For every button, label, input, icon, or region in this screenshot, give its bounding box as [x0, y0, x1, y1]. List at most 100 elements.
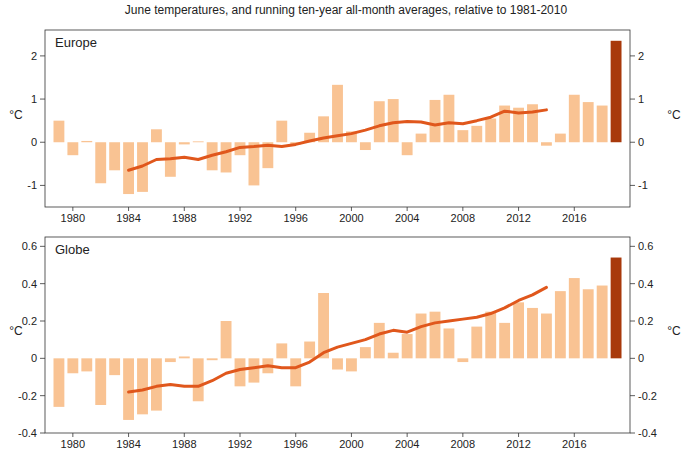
bar — [179, 356, 190, 358]
bar — [611, 41, 622, 142]
x-tick-label: 2008 — [451, 438, 475, 450]
x-tick — [295, 433, 296, 437]
bar — [569, 278, 580, 358]
y-tick-label-right: -1 — [638, 179, 648, 191]
bar — [137, 358, 148, 414]
y-tick-label: 2 — [31, 50, 37, 62]
bar — [346, 358, 357, 371]
y-tick — [40, 433, 45, 434]
bar — [471, 327, 482, 359]
y-tick-label-right: -0.2 — [638, 390, 657, 402]
bar — [388, 99, 399, 142]
x-tick-label: 1996 — [283, 212, 307, 224]
panel: -0.4-0.4-0.2-0.2000.20.20.40.40.60.61980… — [9, 237, 681, 450]
bar — [332, 85, 343, 142]
y-tick-right — [630, 99, 635, 100]
x-tick — [574, 207, 575, 211]
bar — [221, 321, 232, 358]
y-tick-right — [630, 185, 635, 186]
y-axis-label: °C — [9, 324, 23, 338]
y-tick — [40, 99, 45, 100]
y-tick-right — [630, 142, 635, 143]
x-tick — [184, 207, 185, 211]
y-tick-right — [630, 283, 635, 284]
y-tick-label: 0.6 — [22, 240, 37, 252]
bar — [555, 291, 566, 358]
bar — [457, 130, 468, 142]
x-tick-label: 1980 — [61, 212, 85, 224]
x-tick — [184, 433, 185, 437]
bar — [95, 142, 106, 183]
bar — [416, 134, 427, 143]
y-tick-label-right: 0 — [638, 352, 644, 364]
bar — [318, 293, 329, 358]
y-tick — [40, 246, 45, 247]
bar — [541, 314, 552, 359]
y-tick-right — [630, 55, 635, 56]
bar — [53, 121, 64, 143]
x-tick-label: 2012 — [506, 438, 530, 450]
x-tick-label: 1980 — [61, 438, 85, 450]
bar — [583, 102, 594, 142]
bar — [597, 286, 608, 359]
y-tick-right — [630, 395, 635, 396]
y-tick-label-right: -0.4 — [638, 427, 657, 439]
plot-frame — [45, 30, 630, 207]
bar — [388, 353, 399, 359]
bar — [416, 314, 427, 359]
x-tick — [518, 207, 519, 211]
bar — [67, 358, 78, 373]
y-tick — [40, 283, 45, 284]
x-tick — [407, 207, 408, 211]
bar — [248, 358, 259, 382]
x-tick — [574, 433, 575, 437]
bar — [402, 142, 413, 155]
y-tick — [40, 395, 45, 396]
bar — [67, 142, 78, 155]
bar — [555, 134, 566, 143]
y-tick — [40, 185, 45, 186]
figure: June temperatures, and running ten-year … — [0, 0, 692, 455]
line — [129, 287, 547, 392]
plot-area — [53, 41, 621, 194]
bar — [443, 95, 454, 142]
bar — [109, 142, 120, 170]
y-tick-label-right: 1 — [638, 93, 644, 105]
y-tick-label: 0 — [31, 352, 37, 364]
x-tick — [462, 207, 463, 211]
panel-title: Europe — [55, 35, 97, 50]
y-tick — [40, 142, 45, 143]
x-tick-label: 2004 — [395, 212, 419, 224]
y-tick-label-right: 2 — [638, 50, 644, 62]
x-tick — [240, 207, 241, 211]
x-tick-label: 2008 — [451, 212, 475, 224]
x-tick-label: 2016 — [562, 438, 586, 450]
bar — [597, 106, 608, 143]
bar — [374, 323, 385, 358]
bar — [541, 142, 552, 145]
x-tick-label: 2004 — [395, 438, 419, 450]
y-tick-label-right: 0.6 — [638, 240, 653, 252]
x-tick-label: 1992 — [228, 212, 252, 224]
x-tick — [72, 433, 73, 437]
bar — [221, 142, 232, 172]
panel-title: Globe — [55, 242, 90, 257]
bar — [485, 312, 496, 359]
bar — [457, 358, 468, 362]
panel: -1-1001122198019841988199219962000200420… — [9, 30, 681, 224]
y-tick-right — [630, 433, 635, 434]
bar — [165, 358, 176, 362]
bar — [304, 342, 315, 359]
bar — [430, 100, 441, 142]
y-tick-label-right: 0.4 — [638, 278, 653, 290]
bar — [193, 358, 204, 401]
bar — [109, 358, 120, 375]
chart-title: June temperatures, and running ten-year … — [125, 3, 568, 17]
x-tick — [351, 207, 352, 211]
bar — [290, 358, 301, 386]
line — [129, 110, 547, 170]
x-tick-label: 1988 — [172, 212, 196, 224]
bar — [193, 141, 204, 143]
y-tick — [40, 358, 45, 359]
bar — [332, 358, 343, 369]
